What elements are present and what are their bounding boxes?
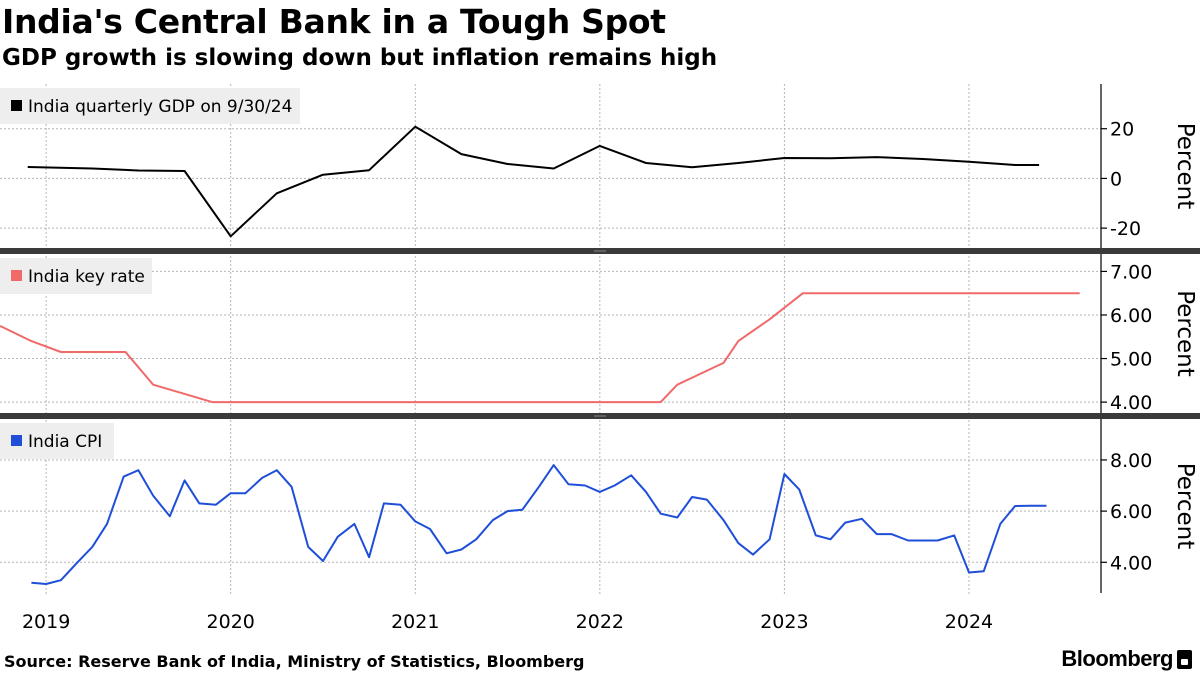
y-tick-label: 6.00 <box>1110 305 1152 327</box>
brand-name: Bloomberg <box>1061 646 1173 671</box>
y-axis-label: Percent <box>1172 123 1198 210</box>
y-tick-label: 4.00 <box>1110 392 1152 414</box>
panel-middle: 4.00 5.00 6.00 7.00 Percent India key rate <box>0 254 1198 414</box>
legend-swatch <box>11 435 22 446</box>
y-tick-label: 4.00 <box>1110 552 1152 574</box>
legend-swatch <box>11 100 22 111</box>
legend-label: India key rate <box>28 267 145 287</box>
legend-swatch <box>11 270 22 281</box>
x-tick-label-2020: 2020 <box>207 611 255 633</box>
x-tick-label-2019: 2019 <box>22 611 70 633</box>
y-tick-label: 6.00 <box>1110 501 1152 523</box>
y-axis-label: Percent <box>1172 463 1198 550</box>
series-line-bottom <box>31 464 1047 585</box>
y-tick-label: 8.00 <box>1110 450 1152 472</box>
legend-box <box>0 258 152 294</box>
bloomberg-logo: Bloomberg <box>1061 646 1192 672</box>
panel-bottom: 4.00 6.00 8.00 Percent India CPI <box>0 419 1198 593</box>
y-tick-label: -20 <box>1110 218 1141 240</box>
x-tick-label-2024: 2024 <box>945 611 993 633</box>
x-tick-label-2023: 2023 <box>760 611 808 633</box>
source-note: Source: Reserve Bank of India, Ministry … <box>4 652 585 671</box>
y-tick-label: 5.00 <box>1110 349 1152 371</box>
panel-top: -20 0 20 Percent India quarterly GDP on 9/30… <box>0 84 1198 248</box>
y-tick-label: 7.00 <box>1110 261 1152 283</box>
series-line-top <box>27 125 1040 238</box>
x-tick-label-2022: 2022 <box>576 611 624 633</box>
x-tick-label-2021: 2021 <box>391 611 439 633</box>
legend-box <box>0 88 300 124</box>
legend-label: India quarterly GDP on 9/30/24 <box>28 97 292 117</box>
chart-title: India's Central Bank in a Tough Spot <box>2 2 666 41</box>
series-line-middle <box>0 292 1080 404</box>
y-tick-label: 20 <box>1110 119 1134 141</box>
bloomberg-terminal-icon <box>1177 649 1192 669</box>
y-axis-label: Percent <box>1172 290 1198 377</box>
y-tick-label: 0 <box>1110 168 1122 190</box>
legend-label: India CPI <box>28 432 102 452</box>
chart-subtitle: GDP growth is slowing down but inflation… <box>2 45 718 71</box>
